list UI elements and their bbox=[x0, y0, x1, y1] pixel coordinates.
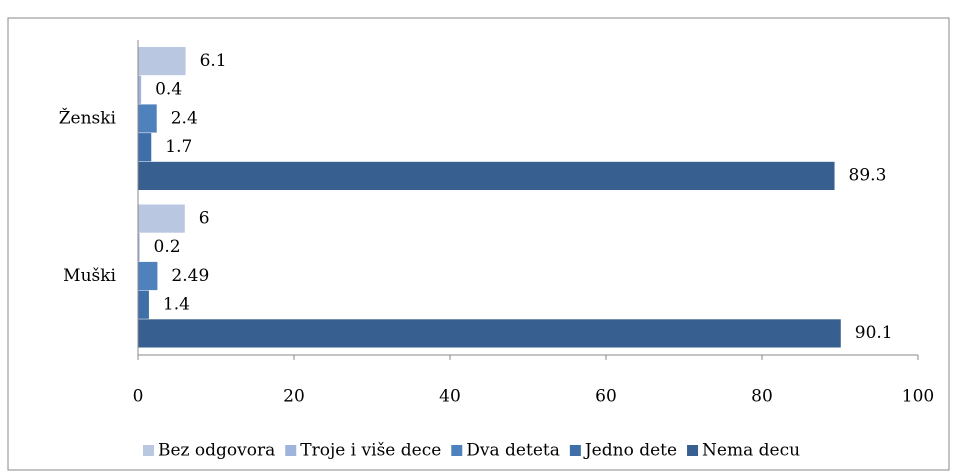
x-tick-label: 20 bbox=[283, 387, 305, 407]
value-label: 90.1 bbox=[855, 323, 893, 343]
chart-frame bbox=[7, 17, 950, 471]
y-tick-label: Muški bbox=[63, 266, 116, 286]
legend-label: Nema decu bbox=[702, 441, 800, 461]
x-tick-label: 100 bbox=[902, 387, 934, 407]
legend-swatch bbox=[285, 445, 297, 456]
legend-label: Troje i više dece bbox=[300, 441, 441, 461]
value-label: 89.3 bbox=[849, 166, 887, 186]
x-tick-label: 40 bbox=[439, 387, 461, 407]
value-label: 2.49 bbox=[171, 266, 209, 286]
bar bbox=[138, 233, 140, 262]
legend-label: Jedno dete bbox=[583, 441, 677, 461]
value-label: 0.2 bbox=[154, 237, 181, 257]
value-label: 1.7 bbox=[165, 137, 192, 157]
legend-label: Dva deteta bbox=[466, 441, 560, 461]
value-label: 6 bbox=[199, 208, 210, 228]
bar bbox=[138, 261, 158, 291]
bar bbox=[138, 104, 157, 133]
value-label: 2.4 bbox=[171, 108, 198, 128]
bar bbox=[138, 161, 835, 190]
legend-swatch bbox=[687, 445, 699, 456]
legend-swatch bbox=[143, 445, 154, 456]
legend-swatch bbox=[569, 445, 581, 456]
bar bbox=[138, 290, 149, 319]
bar bbox=[138, 319, 841, 348]
legend-label: Bez odgovora bbox=[158, 441, 275, 461]
x-tick-label: 60 bbox=[595, 387, 617, 407]
value-label: 1.4 bbox=[163, 294, 190, 314]
value-label: 0.4 bbox=[155, 80, 182, 100]
bar bbox=[138, 133, 152, 162]
y-tick-label: Ženski bbox=[59, 107, 117, 128]
x-tick-label: 80 bbox=[751, 387, 773, 407]
bar bbox=[138, 75, 142, 104]
bar bbox=[138, 47, 186, 76]
bar bbox=[138, 204, 185, 233]
x-tick-label: 0 bbox=[133, 387, 144, 407]
value-label: 6.1 bbox=[200, 51, 227, 71]
legend-swatch bbox=[451, 445, 463, 456]
